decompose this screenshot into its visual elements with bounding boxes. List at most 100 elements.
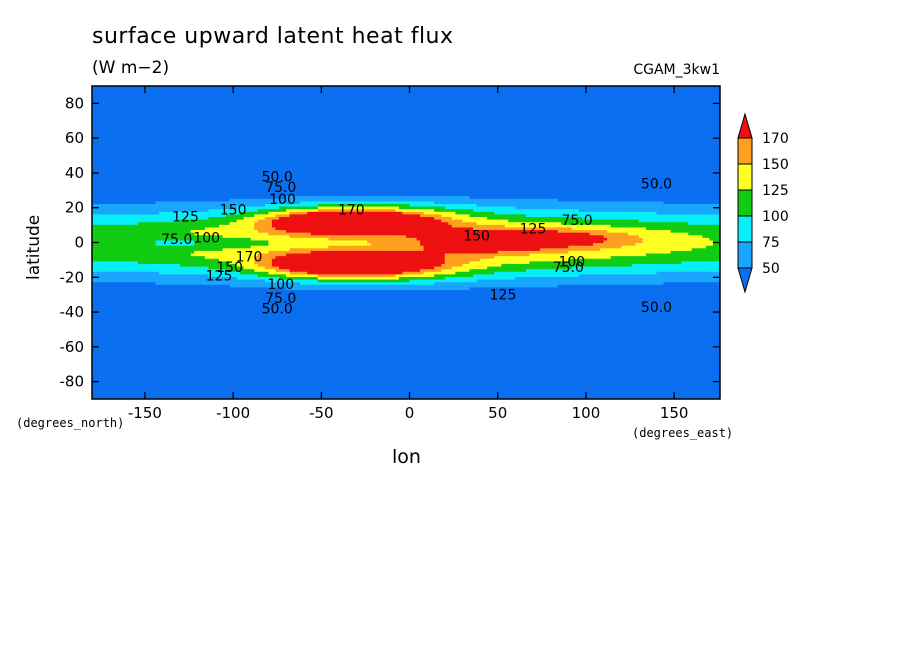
contour-cell [148,271,153,275]
contour-cell [155,388,160,392]
contour-cell [109,341,114,345]
contour-cell [176,234,181,238]
contour-cell [113,122,118,126]
contour-cell [92,234,97,238]
contour-cell [130,286,135,291]
contour-cell [176,192,181,197]
contour-cell [197,114,202,118]
contour-cell [173,383,178,387]
contour-cell [134,362,139,366]
contour-cell [95,88,100,92]
contour-cell [127,339,132,343]
contour-cell [190,385,195,390]
contour-cell [190,250,195,254]
contour-cell [102,198,107,202]
contour-cell [201,88,206,92]
contour-cell [190,396,195,399]
contour-cell [194,279,199,283]
contour-cell [155,156,160,160]
contour-cell [187,271,192,275]
contour-cell [95,357,100,361]
contour-cell [113,140,118,144]
contour-cell [194,200,199,204]
contour-cell [173,224,178,228]
contour-cell [151,328,157,332]
contour-cell [159,232,164,236]
contour-cell [194,156,199,160]
contour-cell [109,143,114,147]
contour-cell [151,156,157,160]
contour-cell [187,161,192,165]
contour-cell [102,341,107,345]
contour-cell [109,185,114,189]
contour-cell [183,138,188,142]
contour-cell [180,357,185,361]
contour-cell [113,375,118,379]
contour-cell [134,375,139,379]
contour-cell [148,156,153,160]
contour-cell [197,101,202,105]
contour-cell [187,101,192,105]
contour-cell [127,289,132,293]
contour-cell [95,122,100,126]
contour-cell [187,99,192,103]
contour-cell [173,239,178,244]
contour-cell [127,232,132,236]
contour-cell [155,135,160,139]
contour-cell [127,192,132,197]
contour-cell [194,268,199,272]
contour-cell [127,286,132,291]
contour-cell [194,164,199,168]
contour-cell [92,380,97,384]
contour-cell [106,284,111,288]
contour-cell [113,208,118,212]
contour-cell [134,380,139,384]
contour-cell [151,359,157,364]
contour-cell [123,86,128,90]
contour-cell [120,226,125,231]
contour-cell [109,255,114,259]
contour-cell [95,258,100,262]
contour-cell [106,333,111,337]
contour-cell [201,268,206,272]
contour-cell [197,125,202,129]
contour-cell [169,104,174,108]
contour-cell [148,255,153,259]
contour-cell [183,229,188,233]
contour-cell [180,365,185,369]
contour-cell [134,203,139,207]
contour-cell [166,370,171,374]
contour-cell [148,331,153,335]
contour-cell [120,357,125,361]
contour-cell [159,216,164,220]
contour-cell [141,380,146,384]
contour-cell [197,372,202,377]
contour-cell [187,132,192,137]
contour-cell [180,294,185,298]
contour-cell [102,346,107,351]
contour-cell [99,276,104,280]
contour-cell [180,250,185,254]
contour-cell [102,208,107,212]
contour-cell [187,315,192,319]
contour-cell [187,344,192,348]
contour-cell [99,375,104,379]
contour-cell [137,138,142,142]
contour-cell [120,307,125,311]
contour-cell [159,388,164,392]
contour-cell [137,169,142,173]
contour-cell [151,88,157,92]
contour-cell [95,346,100,351]
contour-cell [166,292,171,296]
contour-cell [141,260,146,264]
contour-cell [148,130,153,134]
contour-cell [141,169,146,173]
contour-cell [134,145,139,150]
contour-cell [194,229,199,233]
contour-cell [197,122,202,126]
contour-cell [159,213,164,218]
contour-cell [99,252,104,257]
contour-cell [144,370,150,374]
contour-cell [116,88,121,92]
contour-cell [173,260,178,264]
